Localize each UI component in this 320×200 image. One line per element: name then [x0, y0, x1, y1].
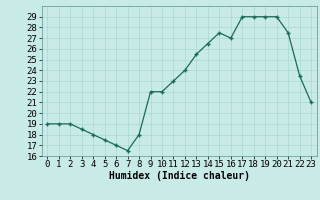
X-axis label: Humidex (Indice chaleur): Humidex (Indice chaleur) — [109, 171, 250, 181]
